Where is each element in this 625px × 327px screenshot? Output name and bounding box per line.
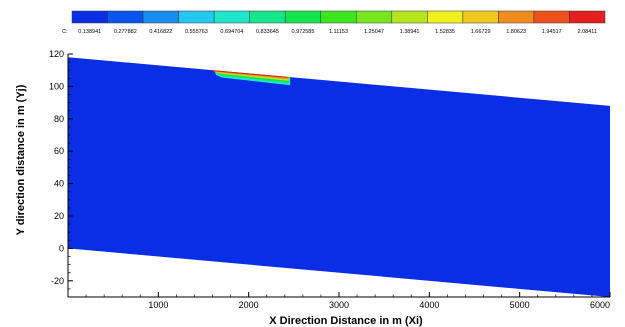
colorbar-swatch (249, 10, 286, 24)
axes: 1000 2000 3000 4000 5000 6000 -20 0 20 40 60 80 100 1… (49, 49, 611, 310)
colorbar-tick-label: 1.38941 (400, 29, 420, 35)
colorbar-tick-label: 1.94517 (542, 29, 562, 35)
colorbar-tick-label: 1.52835 (435, 29, 455, 35)
colorbar-swatch (569, 10, 606, 24)
colorbar-tick-label: 0.972585 (291, 29, 314, 35)
colorbar-tick-label: 0.694704 (220, 29, 243, 35)
x-axis-label: X Direction Distance in m (Xi) (269, 315, 423, 327)
colorbar-tick-label: 0.138941 (78, 29, 101, 35)
y-tick-label: -20 (51, 276, 64, 286)
colorbar-tick-label: 1.11153 (329, 29, 348, 35)
y-axis-label: Y direction distance in m (Yj) (15, 84, 27, 235)
colorbar: C: 0.138941 0.277882 0.416822 0.555763 0.6947… (62, 10, 606, 35)
colorbar-tick-label: 0.416822 (149, 29, 172, 35)
x-tick-label: 5000 (510, 300, 530, 310)
colorbar-tick-label: 0.277882 (114, 29, 137, 35)
y-tick-label: 120 (49, 49, 64, 59)
colorbar-swatch (142, 10, 179, 24)
plot-area (68, 57, 610, 297)
plume-contour (210, 70, 288, 78)
colorbar-swatch (71, 10, 108, 24)
colorbar-swatch (107, 10, 144, 24)
colorbar-swatch (462, 10, 499, 24)
y-tick-label: 60 (54, 146, 64, 156)
colorbar-tick-label: 2.08411 (577, 29, 596, 35)
colorbar-swatch (284, 10, 321, 24)
colorbar-tick-label: 1.25047 (364, 29, 384, 35)
x-tick-label: 4000 (419, 300, 439, 310)
domain-region (68, 57, 610, 297)
colorbar-swatch (320, 10, 357, 24)
x-tick-label: 3000 (329, 300, 349, 310)
colorbar-swatch (498, 10, 535, 24)
y-tick-label: 40 (54, 179, 64, 189)
colorbar-prefix: C: (62, 29, 68, 35)
colorbar-swatch (427, 10, 464, 24)
x-tick-label: 1000 (148, 300, 168, 310)
colorbar-tick-label: 1.80623 (506, 29, 526, 35)
colorbar-swatch (533, 10, 570, 24)
y-tick-label: 80 (54, 114, 64, 124)
colorbar-tick-label: 0.555763 (185, 29, 208, 35)
colorbar-swatch (213, 10, 250, 24)
y-tick-label: 100 (49, 81, 64, 91)
colorbar-swatch (178, 10, 215, 24)
y-tick-label: 0 (59, 243, 64, 253)
colorbar-swatch (391, 10, 428, 24)
x-tick-label: 2000 (239, 300, 259, 310)
colorbar-tick-label: 0.833645 (256, 29, 279, 35)
y-tick-label: 20 (54, 211, 64, 221)
colorbar-tick-label: 1.66729 (471, 29, 491, 35)
colorbar-swatch (356, 10, 393, 24)
x-tick-label: 6000 (590, 300, 610, 310)
